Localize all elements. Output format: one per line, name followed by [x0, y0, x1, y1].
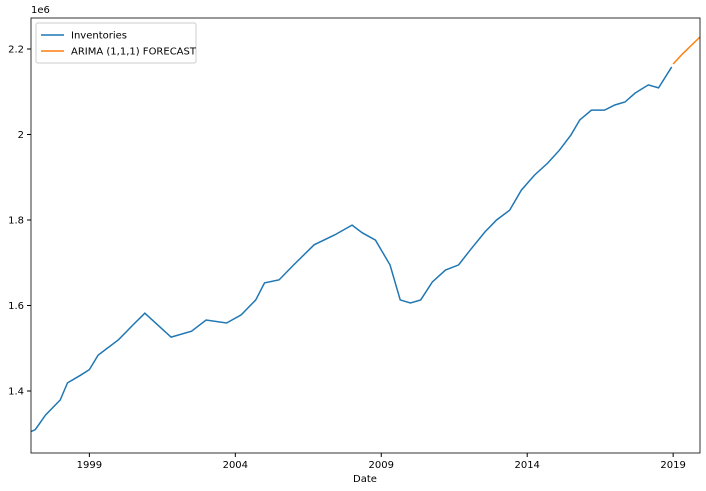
line-series [672, 36, 701, 65]
y-tick-label: 2 [18, 130, 24, 141]
offset-label: 1e6 [31, 5, 50, 16]
x-tick-label: 2004 [223, 460, 248, 471]
legend-label: ARIMA (1,1,1) FORECAST [71, 47, 197, 58]
y-tick-label: 2.2 [8, 44, 24, 55]
x-tick-label: 2019 [660, 460, 685, 471]
legend-label: Inventories [71, 31, 127, 42]
x-axis-label: Date [353, 474, 377, 485]
y-tick-label: 1.8 [8, 216, 24, 227]
x-tick-label: 1999 [77, 460, 102, 471]
x-tick-label: 2009 [369, 460, 394, 471]
legend-box [35, 22, 197, 64]
x-tick-label: 2014 [514, 460, 539, 471]
y-tick-label: 1.6 [8, 301, 24, 312]
plot-frame [30, 17, 701, 454]
line-series [30, 66, 673, 433]
y-tick-label: 1.4 [8, 387, 24, 398]
